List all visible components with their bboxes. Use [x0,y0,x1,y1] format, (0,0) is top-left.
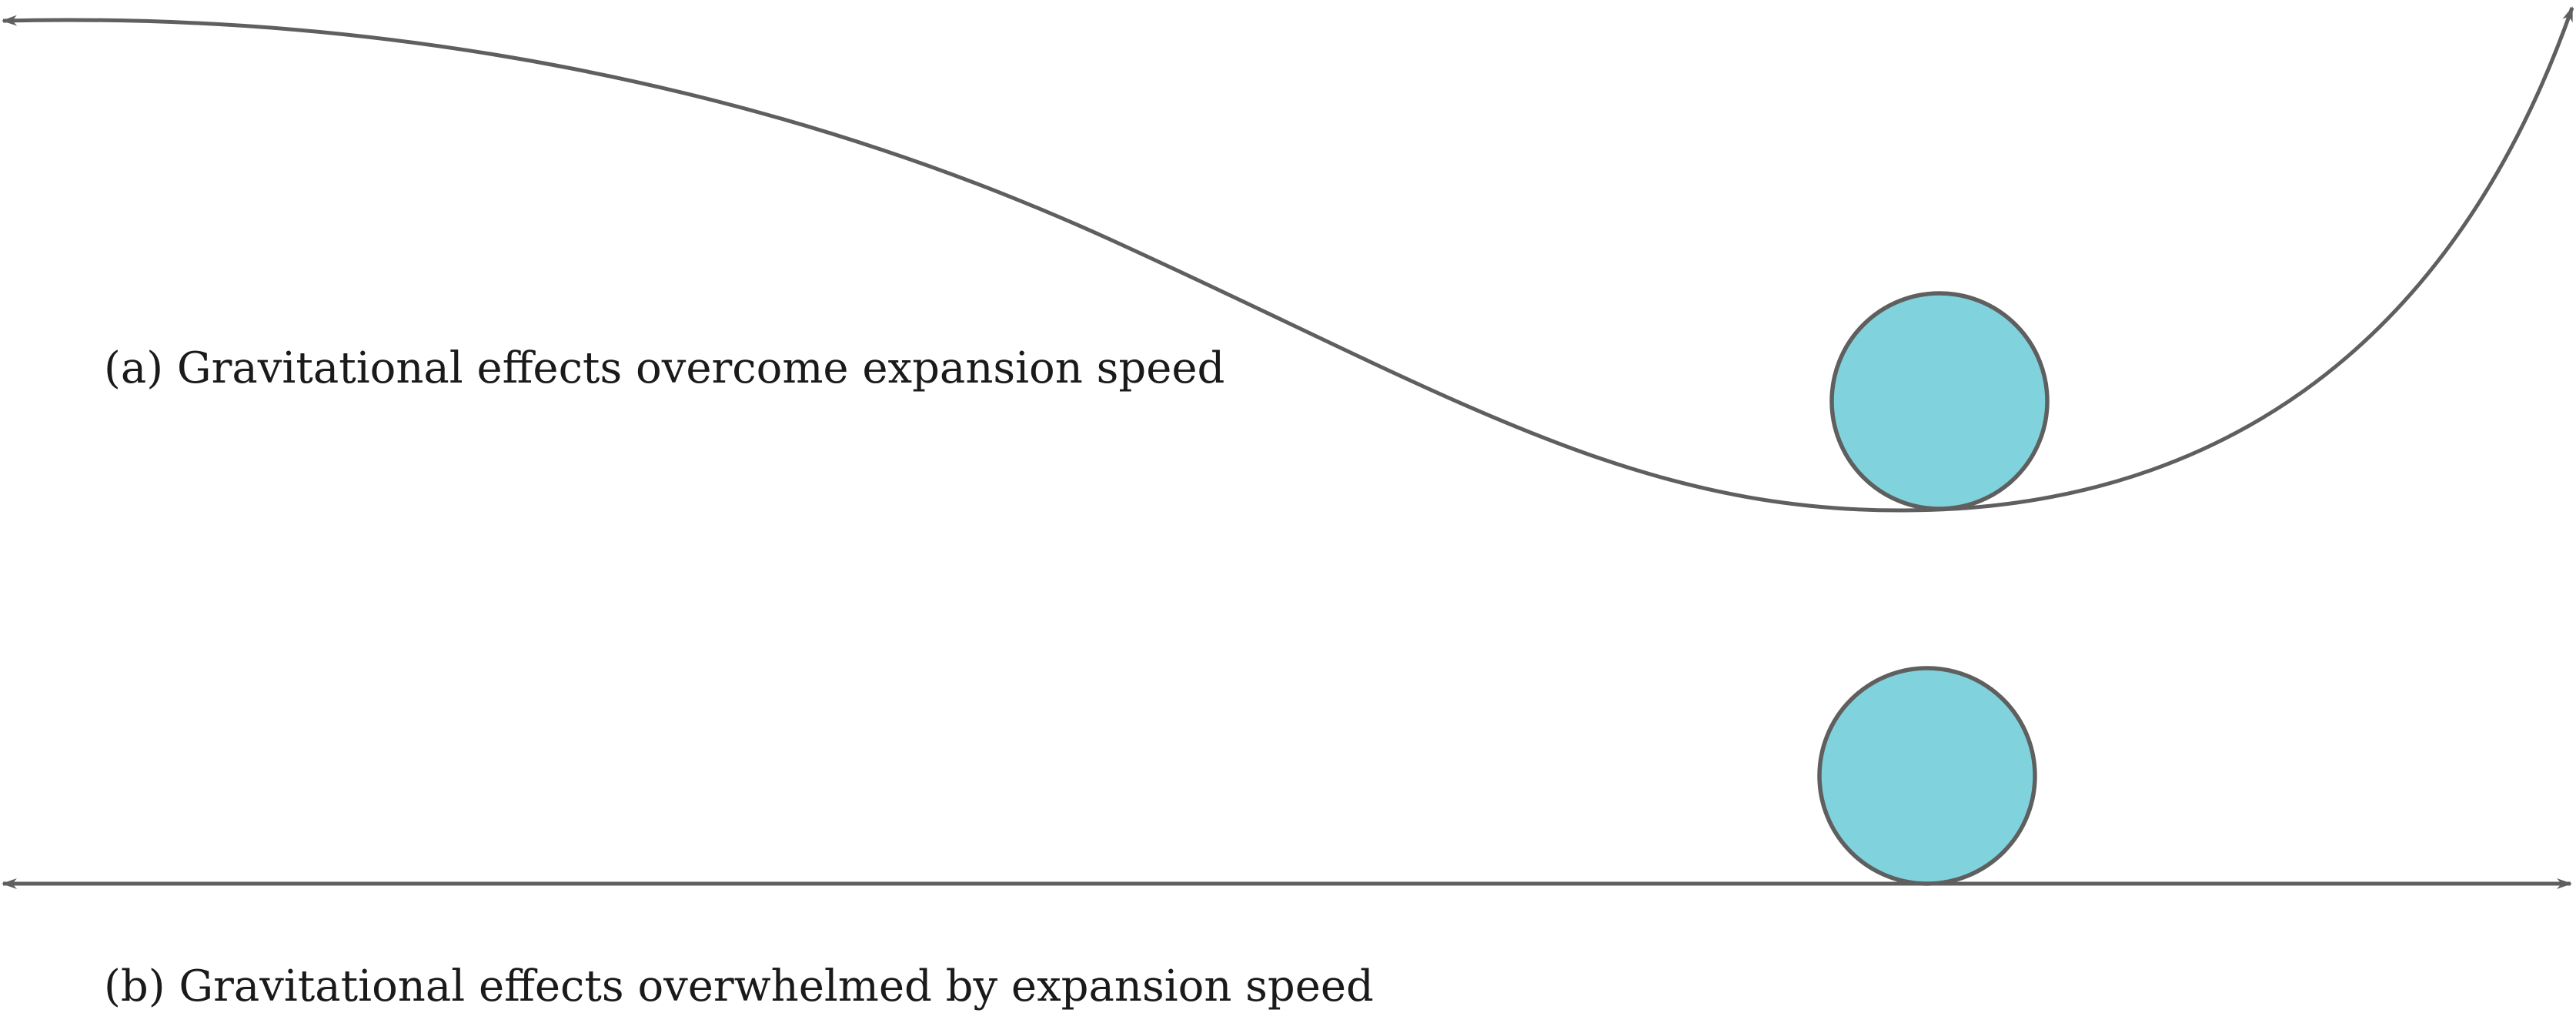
caption-a: (a) Gravitational effects overcome expan… [104,343,1225,393]
potential-well-curve [2,6,2574,513]
caption-b: (b) Gravitational effects overwhelmed by… [104,961,1374,1011]
ball-a [1829,291,2050,511]
panel-a: (a) Gravitational effects overcome expan… [2,6,2574,513]
ball-b [1817,666,2037,886]
panel-b: (b) Gravitational effects overwhelmed by… [2,666,2572,1011]
